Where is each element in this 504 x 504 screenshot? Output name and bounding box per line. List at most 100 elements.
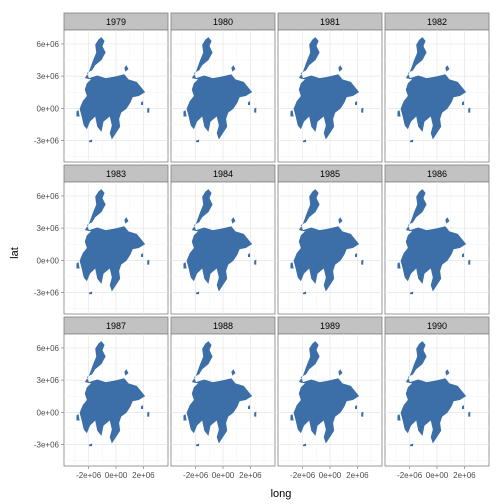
sea-ice-extent [290, 341, 364, 447]
sea-ice-polygon [293, 37, 360, 140]
sea-ice-extent [183, 189, 257, 295]
sea-ice-extent [397, 189, 471, 295]
facet-strip-label: 1990 [427, 321, 447, 331]
sea-ice-fragment [338, 217, 343, 224]
x-tick-label: 2e+06 [132, 471, 155, 480]
sea-ice-polygon [400, 341, 467, 444]
x-tick-label: -2e+06 [290, 471, 316, 480]
sea-ice-extent [76, 341, 150, 447]
sea-ice-fragment [445, 65, 450, 72]
facet-strip-label: 1983 [106, 169, 126, 179]
x-tick-label: 2e+06 [346, 471, 369, 480]
facet-panel-1981: 1981 [277, 12, 383, 163]
x-tick-label: 0e+00 [319, 471, 342, 480]
sea-ice-fragment [445, 217, 450, 224]
sea-ice-polygon [400, 37, 467, 140]
sea-ice-fragment [397, 414, 401, 421]
facet-strip-label: 1986 [427, 169, 447, 179]
x-tick-label: 0e+00 [105, 471, 128, 480]
sea-ice-fragment [409, 443, 414, 447]
sea-ice-fragment [397, 110, 401, 117]
sea-ice-polygon [79, 341, 146, 444]
facet-strip-label: 1979 [106, 17, 126, 27]
x-tick-label: -2e+06 [183, 471, 209, 480]
facet-panel-1982: 1982 [384, 12, 490, 163]
sea-ice-fragment [124, 369, 129, 376]
sea-ice-fragment [247, 101, 251, 105]
sea-ice-fragment [76, 262, 80, 269]
sea-ice-fragment [338, 369, 343, 376]
sea-ice-extent [397, 37, 471, 143]
sea-ice-fragment [124, 217, 129, 224]
facet-panel-1985: 1985 [277, 164, 383, 315]
sea-ice-fragment [254, 259, 257, 265]
facet-strip-label: 1988 [213, 321, 233, 331]
y-tick-label: 6e+06 [37, 192, 60, 201]
sea-ice-fragment [140, 253, 144, 257]
sea-ice-polygon [186, 341, 253, 444]
sea-ice-extent [76, 37, 150, 143]
sea-ice-polygon [186, 189, 253, 292]
sea-ice-fragment [409, 291, 414, 295]
y-tick-label: 0e+00 [37, 256, 60, 265]
facet-panel-1984: 1984 [170, 164, 276, 315]
facet-panel-1983: 1983 [63, 164, 169, 315]
sea-ice-extent [76, 189, 150, 295]
sea-ice-fragment [290, 262, 294, 269]
y-axis: -3e+06 0e+00 3e+06 6e+06 -3e+06 0e+00 3e+06 6e+… [34, 40, 64, 450]
sea-ice-fragment [468, 411, 471, 417]
sea-ice-fragment [290, 414, 294, 421]
facet-panel-1988: 1988 [170, 316, 276, 467]
sea-ice-fragment [183, 110, 187, 117]
sea-ice-fragment [445, 369, 450, 376]
sea-ice-extent [183, 37, 257, 143]
sea-ice-extent [183, 341, 257, 447]
y-axis-title: lat [9, 247, 21, 259]
sea-ice-fragment [461, 101, 465, 105]
sea-ice-fragment [88, 291, 93, 295]
facet-strip-label: 1985 [320, 169, 340, 179]
y-tick-label: 3e+06 [37, 376, 60, 385]
facet-strip-label: 1982 [427, 17, 447, 27]
sea-ice-fragment [140, 405, 144, 409]
sea-ice-fragment [183, 414, 187, 421]
y-tick-label: -3e+06 [34, 289, 60, 298]
facet-panels: 1979 1980 1981 1982 1983 1984 1985 1986 1987 1988… [63, 12, 490, 467]
sea-ice-fragment [354, 405, 358, 409]
sea-ice-fragment [147, 259, 150, 265]
sea-ice-fragment [302, 291, 307, 295]
facet-panel-1986: 1986 [384, 164, 490, 315]
facet-panel-1989: 1989 [277, 316, 383, 467]
sea-ice-fragment [254, 411, 257, 417]
y-tick-label: 6e+06 [37, 40, 60, 49]
sea-ice-fragment [183, 262, 187, 269]
sea-ice-fragment [461, 253, 465, 257]
sea-ice-fragment [468, 107, 471, 113]
x-tick-label: 0e+00 [212, 471, 235, 480]
x-tick-label: -2e+06 [76, 471, 102, 480]
sea-ice-fragment [361, 259, 364, 265]
sea-ice-fragment [140, 101, 144, 105]
sea-ice-fragment [195, 139, 200, 143]
sea-ice-polygon [293, 341, 360, 444]
sea-ice-fragment [247, 253, 251, 257]
sea-ice-fragment [354, 253, 358, 257]
sea-ice-fragment [195, 443, 200, 447]
sea-ice-fragment [302, 139, 307, 143]
sea-ice-polygon [79, 37, 146, 140]
sea-ice-fragment [354, 101, 358, 105]
x-tick-label: 2e+06 [239, 471, 262, 480]
sea-ice-fragment [247, 405, 251, 409]
facet-strip-label: 1981 [320, 17, 340, 27]
sea-ice-fragment [231, 217, 236, 224]
facet-strip-label: 1989 [320, 321, 340, 331]
x-tick-label: -2e+06 [397, 471, 423, 480]
sea-ice-extent [290, 189, 364, 295]
sea-ice-polygon [79, 189, 146, 292]
sea-ice-fragment [76, 414, 80, 421]
sea-ice-fragment [254, 107, 257, 113]
x-tick-label: 2e+06 [453, 471, 476, 480]
y-tick-label: 3e+06 [37, 224, 60, 233]
sea-ice-fragment [231, 369, 236, 376]
